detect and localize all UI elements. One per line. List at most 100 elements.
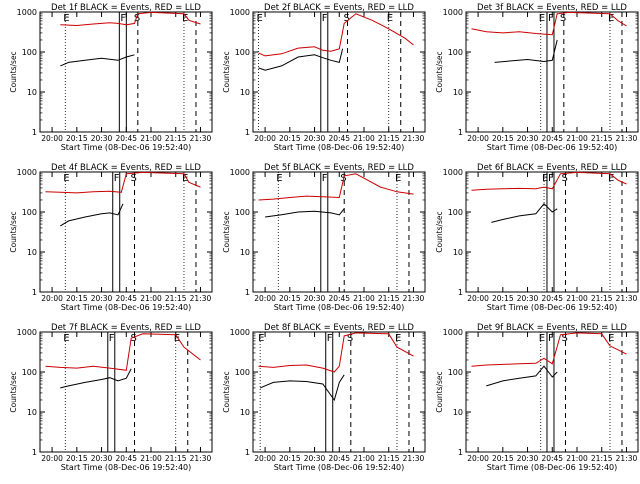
x-tick-label: 21:15: [378, 134, 400, 143]
x-tick-label: 21:15: [165, 134, 187, 143]
y-tick-label: 10: [453, 408, 463, 417]
x-tick-label: 20:00: [41, 294, 63, 303]
y-axis-label: Counts/sec: [222, 371, 231, 412]
y-tick-label: 100: [235, 48, 250, 57]
x-tick-label: 20:45: [115, 134, 137, 143]
x-tick-label: 21:30: [190, 294, 212, 303]
x-tick-label: 21:15: [591, 134, 613, 143]
x-tick-label: 20:00: [467, 294, 489, 303]
x-tick-label: 21:30: [403, 134, 425, 143]
y-tick-label: 1000: [17, 328, 37, 337]
x-tick-label: 21:00: [566, 294, 588, 303]
marker-E2-label: E: [395, 173, 401, 184]
panel-title: Det 9f BLACK = Events, RED = LLD: [477, 323, 627, 333]
x-tick-label: 20:45: [328, 294, 350, 303]
x-tick-label: 21:30: [190, 134, 212, 143]
plot-frame: [252, 11, 426, 133]
x-tick-label: 20:30: [91, 294, 113, 303]
marker-E-label: E: [63, 173, 69, 184]
y-tick-label: 100: [235, 208, 250, 217]
y-tick-label: 1000: [443, 8, 463, 17]
marker-F-label: F: [548, 13, 554, 24]
panel-6: Det 6f BLACK = Events, RED = LLD 1 10 100 10…: [435, 163, 639, 312]
series-lld-line: [471, 171, 627, 191]
x-tick-label: 20:00: [41, 454, 63, 463]
marker-E-label: E: [258, 333, 264, 344]
marker-F-label: F: [548, 173, 554, 184]
marker-S-label: S: [134, 13, 140, 24]
x-tick-label: 20:45: [115, 294, 137, 303]
y-tick-label: 10: [453, 88, 463, 97]
x-tick-label: 20:45: [115, 454, 137, 463]
marker-S-label: S: [347, 333, 353, 344]
panel-9: Det 9f BLACK = Events, RED = LLD 1 10 100 10…: [435, 323, 639, 472]
panel-title: Det 6f BLACK = Events, RED = LLD: [477, 163, 627, 173]
x-tick-label: 21:15: [591, 454, 613, 463]
y-tick-label: 1000: [17, 8, 37, 17]
y-tick-label: 1: [458, 288, 463, 297]
y-tick-label: 10: [240, 248, 250, 257]
series-lld-line: [45, 333, 201, 371]
series-events-line: [494, 39, 558, 63]
x-tick-label: 21:30: [616, 454, 638, 463]
series-lld-line: [45, 171, 201, 194]
x-tick-label: 20:15: [492, 134, 514, 143]
x-tick-label: 20:15: [492, 294, 514, 303]
series-lld-line: [258, 332, 414, 373]
y-tick-label: 1000: [17, 168, 37, 177]
x-tick-label: 20:30: [91, 454, 113, 463]
x-tick-label: 20:30: [304, 134, 326, 143]
x-tick-label: 21:15: [165, 294, 187, 303]
marker-S-label: S: [561, 173, 567, 184]
x-axis-label: Start Time (08-Dec-06 19:52:40): [487, 303, 618, 312]
x-axis-label: Start Time (08-Dec-06 19:52:40): [61, 143, 192, 152]
panel-3: Det 3f BLACK = Events, RED = LLD 1 10 100 10…: [435, 3, 639, 152]
y-tick-label: 1: [245, 288, 250, 297]
x-axis-label: Start Time (08-Dec-06 19:52:40): [274, 463, 405, 472]
x-tick-label: 20:00: [467, 134, 489, 143]
panel-title: Det 5f BLACK = Events, RED = LLD: [264, 163, 414, 173]
y-tick-label: 1000: [443, 168, 463, 177]
series-lld-line: [471, 332, 627, 367]
marker-E2-label: E: [608, 13, 614, 24]
marker-E2-label: E: [387, 13, 393, 24]
marker-F-label: F: [327, 333, 333, 344]
panel-title: Det 8f BLACK = Events, RED = LLD: [264, 323, 414, 333]
plot-frame: [39, 171, 213, 293]
x-tick-label: 21:30: [616, 134, 638, 143]
y-tick-label: 1000: [443, 328, 463, 337]
y-tick-label: 1: [32, 288, 37, 297]
y-tick-label: 100: [235, 368, 250, 377]
marker-S-label: S: [560, 13, 566, 24]
marker-E-label: E: [63, 13, 69, 24]
x-tick-label: 20:15: [279, 134, 301, 143]
plot-frame: [252, 171, 426, 293]
panel-8: Det 8f BLACK = Events, RED = LLD 1 10 100 10…: [222, 323, 426, 472]
plot-frame: [465, 11, 639, 133]
series-events-line: [486, 365, 558, 387]
x-tick-label: 20:00: [254, 134, 276, 143]
x-tick-label: 20:00: [467, 454, 489, 463]
x-tick-label: 20:45: [328, 134, 350, 143]
marker-E-label: E: [276, 173, 282, 184]
y-axis-label: Counts/sec: [9, 371, 18, 412]
x-axis-label: Start Time (08-Dec-06 19:52:40): [274, 303, 405, 312]
y-axis-label: Counts/sec: [222, 51, 231, 92]
x-tick-label: 20:15: [66, 294, 88, 303]
x-tick-label: 20:30: [304, 454, 326, 463]
y-axis-label: Counts/sec: [435, 371, 444, 412]
x-tick-label: 20:15: [66, 134, 88, 143]
x-tick-label: 20:45: [541, 294, 563, 303]
x-tick-label: 20:00: [254, 454, 276, 463]
marker-E-label: E: [539, 333, 545, 344]
series-lld-line: [471, 11, 627, 36]
x-tick-label: 21:00: [353, 294, 375, 303]
x-tick-label: 20:45: [328, 454, 350, 463]
x-tick-label: 21:00: [140, 134, 162, 143]
panel-title: Det 7f BLACK = Events, RED = LLD: [51, 323, 201, 333]
panel-2: Det 2f BLACK = Events, RED = LLD 1 10 100 10…: [222, 3, 426, 152]
x-tick-label: 21:15: [378, 454, 400, 463]
y-axis-label: Counts/sec: [435, 211, 444, 252]
